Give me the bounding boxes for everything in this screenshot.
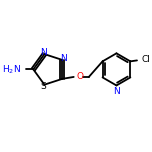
Text: N: N xyxy=(40,48,47,57)
Text: S: S xyxy=(41,82,46,91)
Text: O: O xyxy=(77,73,84,81)
Text: H$_2$N: H$_2$N xyxy=(2,63,21,76)
Text: N: N xyxy=(113,87,120,96)
Text: N: N xyxy=(60,54,67,63)
Text: Cl: Cl xyxy=(142,55,151,64)
